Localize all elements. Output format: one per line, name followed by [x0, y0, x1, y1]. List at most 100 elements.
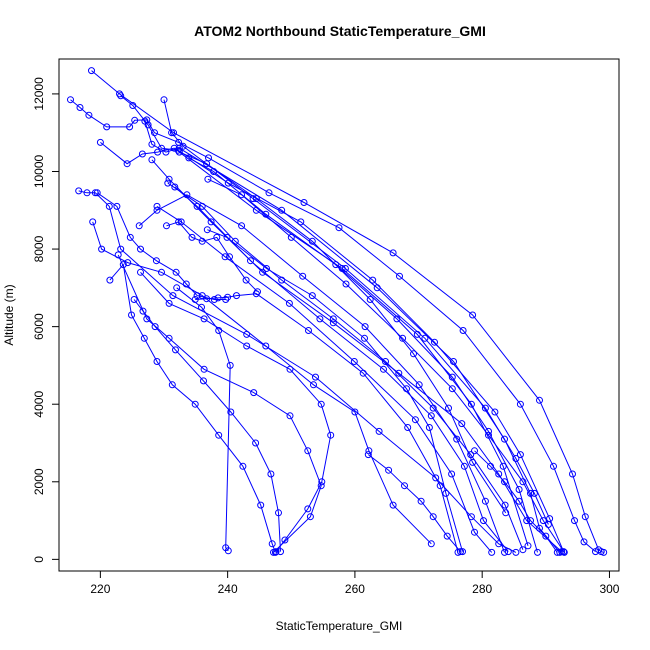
data-point	[580, 538, 588, 546]
data-point	[299, 272, 307, 280]
data-point	[600, 548, 608, 556]
series-27	[471, 447, 561, 556]
data-point	[448, 470, 456, 478]
data-point	[396, 272, 403, 280]
data-point	[429, 404, 437, 412]
data-point	[89, 218, 97, 226]
data-point	[223, 233, 231, 241]
data-point	[130, 296, 138, 303]
series-24	[163, 218, 261, 296]
data-point	[119, 261, 127, 269]
data-point	[83, 189, 91, 197]
data-point	[275, 509, 282, 517]
data-point	[259, 268, 267, 276]
data-point	[215, 431, 223, 439]
data-point	[467, 451, 475, 459]
data-point	[207, 218, 215, 226]
y-tick-label: 12000	[32, 77, 46, 111]
data-point	[210, 168, 218, 175]
data-point	[395, 369, 403, 377]
data-point	[499, 462, 507, 470]
data-point	[524, 542, 532, 550]
data-point	[281, 536, 289, 544]
data-point	[519, 478, 527, 486]
data-point	[571, 517, 578, 525]
data-point	[501, 435, 508, 443]
data-point	[304, 447, 312, 455]
data-point	[432, 474, 440, 482]
data-point	[287, 233, 295, 241]
series-line	[100, 142, 529, 546]
data-point	[351, 408, 359, 416]
data-point	[485, 431, 492, 439]
data-point	[342, 280, 350, 288]
data-point	[126, 233, 134, 241]
data-point	[272, 548, 280, 556]
series-9	[106, 261, 279, 556]
series-line	[70, 99, 596, 552]
series-line	[117, 254, 322, 553]
data-point	[113, 202, 121, 210]
data-point	[442, 489, 450, 497]
data-point	[431, 338, 438, 346]
data-point	[369, 276, 377, 284]
data-point	[364, 451, 372, 459]
series-line	[167, 182, 524, 550]
data-point	[179, 142, 187, 150]
data-point	[175, 144, 183, 152]
data-point	[198, 202, 206, 210]
series-line	[156, 205, 493, 553]
data-point	[200, 315, 208, 323]
data-point	[226, 253, 233, 261]
data-point	[421, 334, 429, 342]
data-point	[504, 548, 512, 556]
data-point	[252, 195, 260, 203]
data-point	[262, 342, 270, 350]
data-point	[139, 307, 147, 315]
data-point	[172, 346, 179, 354]
y-axis: 0 2000 4000 6000 8000 10000 12000	[32, 77, 60, 563]
data-point	[512, 455, 520, 462]
data-point	[242, 276, 250, 284]
data-point	[172, 268, 180, 276]
data-point	[213, 233, 221, 241]
y-tick-label: 6000	[32, 313, 46, 340]
data-point	[404, 424, 412, 431]
data-point	[170, 144, 178, 152]
series-line	[133, 299, 281, 552]
data-point	[469, 311, 477, 319]
data-point	[306, 513, 314, 521]
data-point	[182, 280, 190, 288]
chart-title: ATOM2 Northbound StaticTemperature_GMI	[194, 23, 486, 39]
data-point	[238, 222, 246, 230]
data-point	[171, 183, 179, 191]
data-point	[459, 548, 466, 556]
data-point	[117, 92, 125, 100]
data-point	[250, 389, 258, 397]
data-point	[308, 237, 316, 245]
data-point	[382, 358, 389, 365]
data-point	[221, 253, 229, 261]
data-point	[534, 548, 541, 556]
data-point	[227, 408, 235, 416]
data-point	[162, 148, 170, 156]
data-point	[271, 548, 279, 556]
data-point	[495, 470, 503, 478]
data-point	[592, 548, 599, 556]
data-point	[304, 505, 312, 513]
data-point	[191, 400, 199, 408]
data-point	[67, 96, 74, 104]
series-line	[179, 151, 507, 514]
data-point	[168, 129, 176, 137]
data-point	[308, 292, 316, 300]
data-point	[173, 284, 181, 292]
data-point	[198, 303, 205, 311]
series-line	[188, 157, 538, 553]
data-point	[450, 358, 457, 365]
data-point	[254, 288, 261, 296]
data-point	[445, 404, 452, 412]
data-point	[265, 189, 273, 197]
data-point	[332, 261, 340, 269]
data-point	[329, 319, 337, 327]
data-point	[193, 292, 201, 300]
